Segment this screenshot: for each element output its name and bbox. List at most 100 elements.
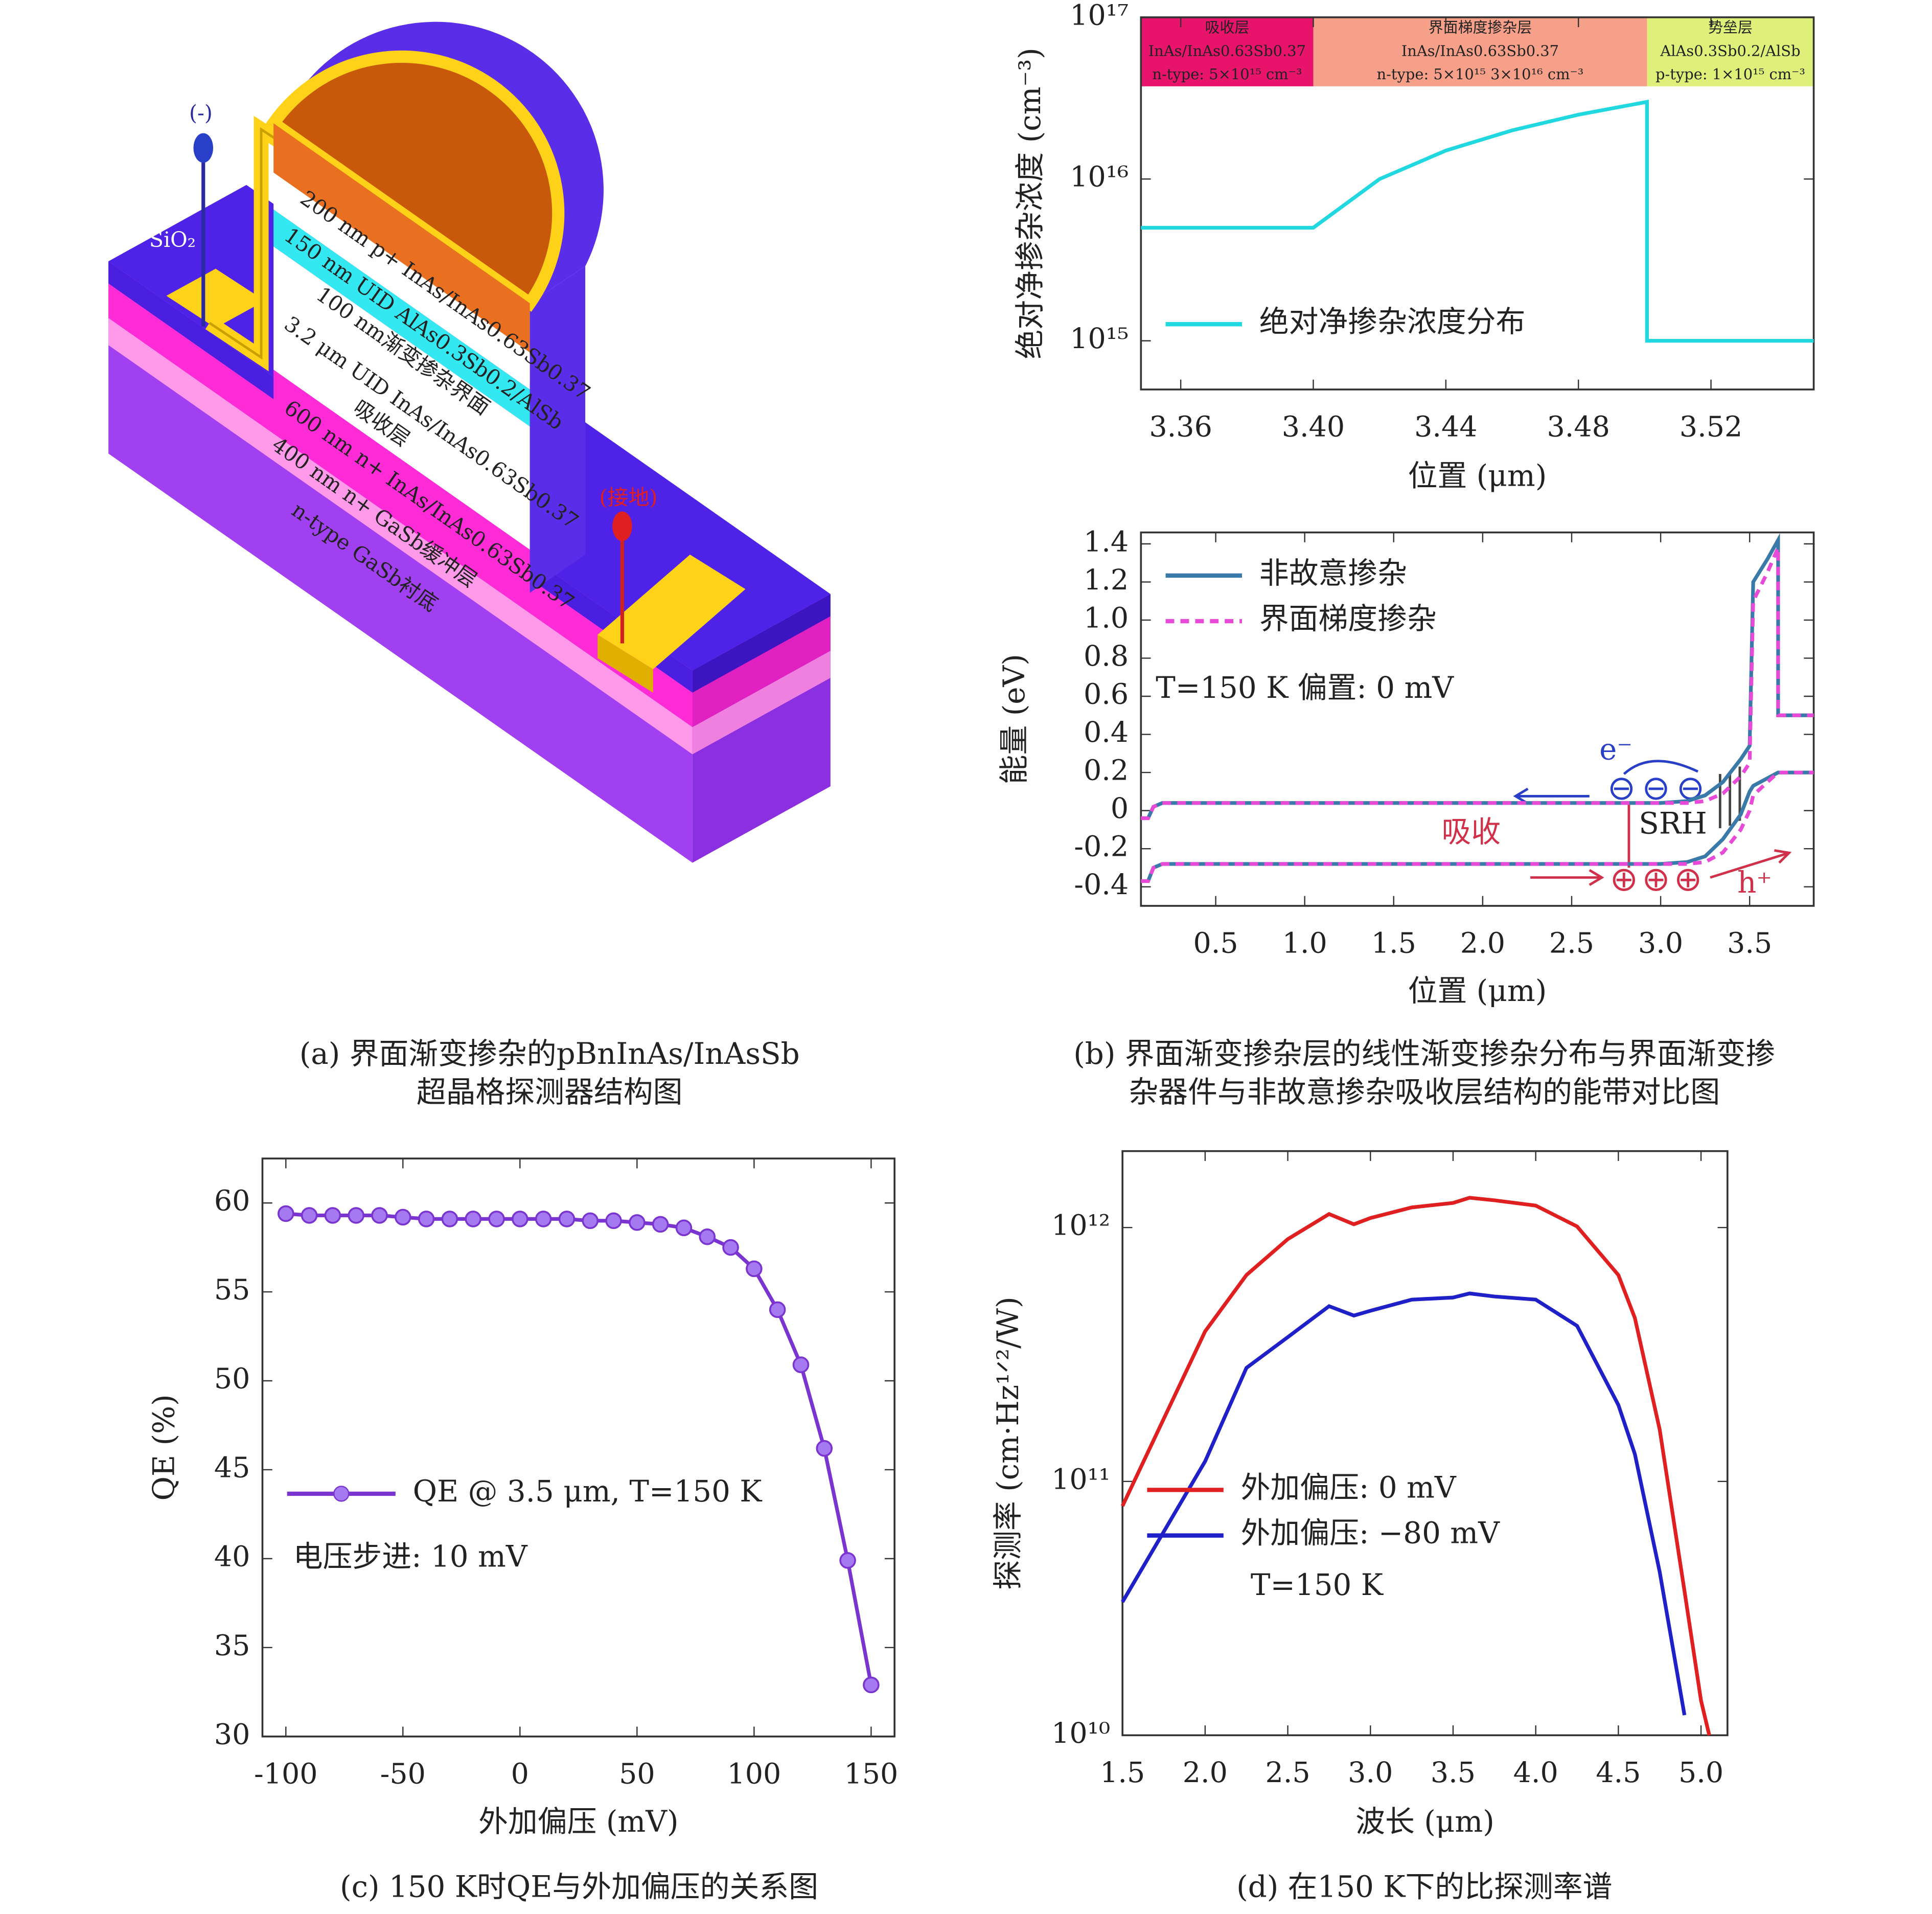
annotation: T=150 K 偏置: 0 mV (1156, 670, 1454, 705)
captions: (a) 界面渐变掺杂的pBnInAs/InAsSb 超晶格探测器结构图 (b) … (300, 1036, 1776, 1904)
y-axis-label: 能量 (eV) (997, 654, 1031, 784)
x-tick-label: 2.0 (1460, 927, 1505, 960)
x-axis-label: 波长 (μm) (1355, 1804, 1494, 1839)
region-label: InAs/InAs0.63Sb0.37 (1401, 42, 1559, 59)
label: (-) (189, 101, 213, 125)
plot-frame (1121, 1150, 1729, 1737)
x-tick-label: 4.5 (1596, 1757, 1641, 1789)
mesa-band (273, 246, 530, 550)
layer-band (108, 283, 693, 727)
legend-label: 非故意掺杂 (1259, 556, 1407, 590)
plot-frame (261, 1157, 895, 1738)
probe-head (612, 511, 632, 541)
marker (535, 1211, 552, 1227)
x-tick-label: 100 (727, 1758, 781, 1790)
region (1313, 17, 1647, 86)
legend-label: 绝对净掺杂浓度分布 (1259, 304, 1526, 339)
electron (1645, 778, 1667, 800)
x-tick-label: -50 (380, 1758, 426, 1790)
chart: 0.5 1.0 1.5 2.0 2.5 3.0 3.5 -0.4 -0.2 0 0.2 0.4 0.6 0… (997, 526, 1815, 1008)
annotation: h⁺ (1737, 865, 1772, 900)
marker (769, 1301, 786, 1318)
contact (166, 268, 265, 328)
y-tick-label: 1.2 (1084, 564, 1129, 597)
region (1647, 17, 1814, 86)
layer-band (108, 318, 693, 755)
x-tick-label: 3.48 (1547, 411, 1609, 444)
contact-edge (597, 634, 653, 693)
y-tick-label: 1.4 (1084, 526, 1129, 558)
y-tick-label: 10¹⁶ (1070, 161, 1129, 194)
x-tick-label: 1.5 (1371, 927, 1416, 960)
layer-band (692, 650, 831, 755)
x-tick-label: 3.52 (1680, 411, 1742, 444)
y-tick-label: 30 (214, 1718, 250, 1751)
mesa-band (273, 370, 530, 593)
x-tick-label: 0 (511, 1758, 529, 1790)
x-tick-label: -100 (254, 1758, 318, 1790)
y-axis-label: 绝对净掺杂浓度 (cm⁻³) (1013, 48, 1047, 359)
y-tick-label: 50 (214, 1363, 250, 1396)
x-tick-label: 5.0 (1678, 1757, 1723, 1789)
annotation: SRH (1639, 806, 1707, 840)
y-tick-label: -0.2 (1074, 831, 1129, 863)
x-tick-label: 1.5 (1100, 1757, 1145, 1789)
marker (722, 1239, 739, 1256)
series-line (1141, 99, 1814, 343)
mesa-dome (265, 50, 565, 312)
hole-sign (1648, 872, 1664, 887)
arrow (1623, 760, 1698, 775)
caption: (d) 在150 K下的比探测率谱 (1236, 1870, 1612, 1904)
y-axis-label: 探测率 (cm·Hz¹ᐟ²/W) (991, 1296, 1025, 1589)
marker (675, 1219, 693, 1237)
hole (1613, 869, 1636, 892)
region-label: 势垒层 (1708, 19, 1753, 36)
caption: (a) 界面渐变掺杂的pBnInAs/InAsSb (300, 1036, 800, 1071)
plot-frame (1140, 531, 1815, 907)
y-tick-label: 10¹⁰ (1051, 1717, 1110, 1750)
series-line (286, 1212, 873, 1685)
annotation: 电压步进: 10 mV (293, 1539, 528, 1574)
y-tick-label: 40 (214, 1540, 250, 1573)
y-tick-label: 1.0 (1084, 602, 1129, 634)
region-label: p-type: 1×10¹⁵ cm⁻³ (1655, 65, 1805, 83)
electron (1610, 778, 1633, 800)
x-tick-label: 3.5 (1727, 927, 1772, 960)
marker (582, 1212, 599, 1229)
marker (699, 1228, 716, 1245)
x-axis-label: 位置 (μm) (1408, 458, 1547, 493)
legend-label: 界面梯度掺杂 (1259, 601, 1437, 636)
marker (441, 1211, 458, 1227)
marker (605, 1212, 622, 1229)
chart: 吸收层 InAs/InAs0.63Sb0.37 n-type: 5×10¹⁵ cm⁻… (1013, 0, 1815, 493)
y-axis-label: QE (%) (146, 1394, 181, 1500)
hole-sign (1616, 872, 1631, 887)
mesa-band (273, 172, 530, 390)
y-tick-label: 45 (214, 1451, 250, 1484)
chart: 1.5 2.0 2.5 3.0 3.5 4.0 4.5 5.0 10¹⁰ 10¹¹ 10¹² 波长 (… (991, 1150, 1729, 1839)
y-tick-label: 0.2 (1084, 755, 1129, 787)
arrow (1530, 869, 1604, 886)
y-tick-label: 55 (214, 1274, 250, 1307)
region-label: InAs/InAs0.63Sb0.37 (1148, 42, 1306, 59)
device-diagram: (-) SiO₂ (接地) 200 nm p+ InAs/InAs0.63Sb0… (108, 21, 831, 863)
series-line (1120, 1196, 1711, 1736)
x-tick-label: 3.40 (1282, 411, 1345, 444)
marker (746, 1260, 763, 1278)
y-tick-label: 10¹⁵ (1070, 323, 1129, 355)
legend-label: 外加偏压: −80 mV (1241, 1516, 1501, 1551)
annotation: e⁻ (1599, 732, 1632, 767)
x-tick-label: 2.0 (1183, 1757, 1228, 1789)
probe-head (193, 133, 214, 163)
region-label: 吸收层 (1205, 19, 1250, 36)
marker (418, 1211, 435, 1227)
x-tick-label: 2.5 (1549, 927, 1594, 960)
caption: 超晶格探测器结构图 (417, 1075, 683, 1109)
plot-frame (1140, 16, 1815, 391)
annotation: T=150 K (1251, 1567, 1384, 1602)
y-tick-label: 10¹⁷ (1070, 0, 1129, 32)
legend-label: 外加偏压: 0 mV (1241, 1470, 1457, 1505)
x-tick-label: 50 (619, 1758, 655, 1790)
layer-band (692, 616, 831, 727)
